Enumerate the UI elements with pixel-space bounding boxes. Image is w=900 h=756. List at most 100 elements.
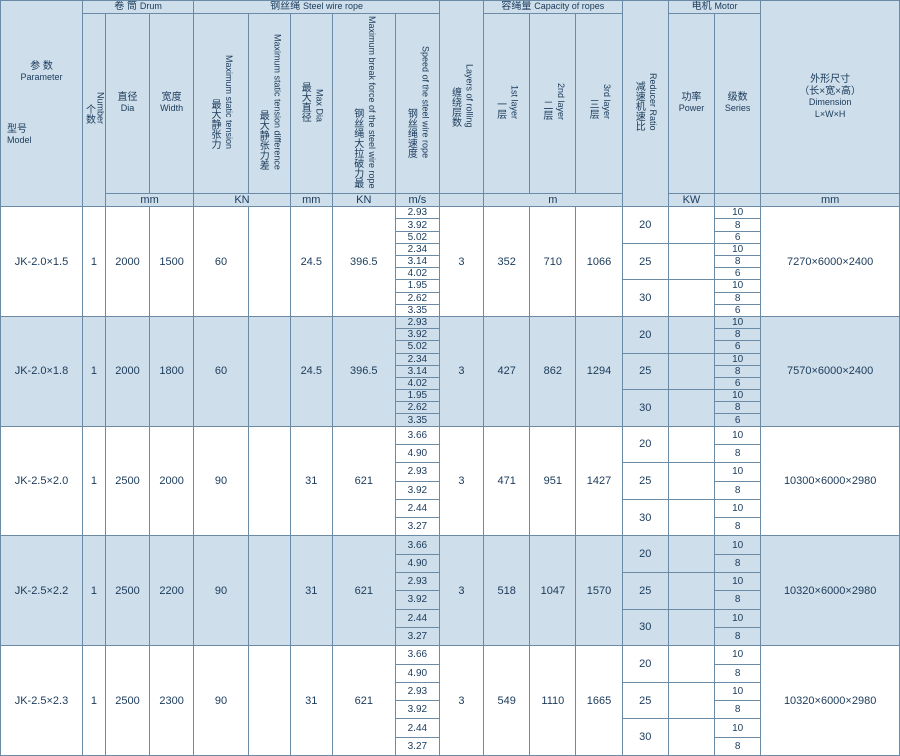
cell-ratio: 30 <box>622 719 668 756</box>
cell-ratio: 25 <box>622 353 668 390</box>
hdr-dia: 直径Dia <box>106 13 150 194</box>
cell-series: 8 <box>715 329 761 341</box>
cell-ratio: 25 <box>622 463 668 500</box>
cell-model: JK-2.5×2.0 <box>1 426 83 536</box>
cell-speed: 3.27 <box>395 737 439 755</box>
cell-dim: 7270×6000×2400 <box>761 207 900 317</box>
table-row: JK-2.0×1.51200015006024.5396.52.93335271… <box>1 207 900 219</box>
cell-max-break: 621 <box>332 536 395 646</box>
cell-drum-wid: 2000 <box>150 426 194 536</box>
cell-speed: 4.02 <box>395 377 439 389</box>
cell-series: 10 <box>715 390 761 402</box>
cell-speed: 2.93 <box>395 316 439 328</box>
cell-ratio: 20 <box>622 536 668 573</box>
cell-speed: 4.90 <box>395 664 439 682</box>
cell-series: 10 <box>715 573 761 591</box>
cell-max-static: 60 <box>194 207 249 317</box>
cell-speed: 4.02 <box>395 268 439 280</box>
cell-max-dia: 31 <box>290 646 332 756</box>
cell-model: JK-2.0×1.5 <box>1 207 83 317</box>
unit-mm3: mm <box>761 194 900 207</box>
hdr-capacity: 容绳量 Capacity of ropes <box>484 1 623 14</box>
unit-blank2 <box>715 194 761 207</box>
cell-max-dia: 31 <box>290 536 332 646</box>
cell-drum-wid: 2200 <box>150 536 194 646</box>
cell-ratio: 20 <box>622 207 668 244</box>
cell-l1: 471 <box>484 426 530 536</box>
cell-power <box>668 353 714 390</box>
cell-series: 10 <box>715 207 761 219</box>
hdr-drum: 卷 筒 Drum <box>82 1 193 14</box>
cell-speed: 3.92 <box>395 481 439 499</box>
cell-series: 8 <box>715 444 761 462</box>
cell-l3: 1665 <box>576 646 622 756</box>
cell-max-diff <box>248 536 290 646</box>
cell-model: JK-2.5×2.3 <box>1 646 83 756</box>
cell-series: 8 <box>715 554 761 572</box>
cell-max-dia: 31 <box>290 426 332 536</box>
cell-series: 8 <box>715 402 761 414</box>
cell-speed: 4.90 <box>395 444 439 462</box>
hdr-param: 参 数Parameter 型号Model <box>1 1 83 207</box>
cell-l2: 951 <box>530 426 576 536</box>
cell-dim: 10300×6000×2980 <box>761 426 900 536</box>
cell-series: 6 <box>715 231 761 243</box>
cell-speed: 5.02 <box>395 341 439 353</box>
cell-l1: 352 <box>484 207 530 317</box>
cell-series: 10 <box>715 316 761 328</box>
cell-l2: 1047 <box>530 536 576 646</box>
cell-series: 8 <box>715 518 761 536</box>
cell-drum-wid: 2300 <box>150 646 194 756</box>
cell-max-diff <box>248 316 290 426</box>
cell-series: 10 <box>715 243 761 255</box>
hdr-rope: 钢丝绳 Steel wire rope <box>194 1 440 14</box>
cell-ratio: 30 <box>622 609 668 646</box>
cell-num: 1 <box>82 207 105 317</box>
unit-mm: mm <box>106 194 194 207</box>
cell-speed: 2.44 <box>395 719 439 737</box>
cell-speed: 3.27 <box>395 518 439 536</box>
hdr-reducer: 减速机速比 Reducer Ratio <box>622 1 668 207</box>
cell-drum-wid: 1800 <box>150 316 194 426</box>
cell-max-break: 621 <box>332 646 395 756</box>
cell-speed: 3.27 <box>395 627 439 645</box>
hdr-speed: 钢丝绳速度 Speed of the steel wire rope <box>395 13 439 194</box>
cell-speed: 2.93 <box>395 573 439 591</box>
cell-series: 8 <box>715 664 761 682</box>
hdr-maxdia: 最大直径 Max Dia <box>290 13 332 194</box>
cell-speed: 2.93 <box>395 682 439 700</box>
cell-ratio: 20 <box>622 316 668 353</box>
unit-kn2: KN <box>332 194 395 207</box>
cell-speed: 3.35 <box>395 304 439 316</box>
cell-speed: 2.44 <box>395 609 439 627</box>
cell-drum-dia: 2000 <box>106 207 150 317</box>
cell-series: 8 <box>715 365 761 377</box>
cell-ratio: 20 <box>622 426 668 463</box>
cell-speed: 2.93 <box>395 207 439 219</box>
table-row: JK-2.5×2.212500220090316213.663518104715… <box>1 536 900 554</box>
cell-speed: 3.66 <box>395 536 439 554</box>
cell-series: 8 <box>715 701 761 719</box>
cell-num: 1 <box>82 426 105 536</box>
cell-l3: 1570 <box>576 536 622 646</box>
cell-speed: 1.95 <box>395 280 439 292</box>
hdr-maxdiff: 最大静张力差 Maximum static tension difference <box>248 13 290 194</box>
cell-power <box>668 536 714 573</box>
hdr-wid: 宽度Width <box>150 13 194 194</box>
cell-ratio: 25 <box>622 243 668 280</box>
cell-layers: 3 <box>439 536 483 646</box>
cell-num: 1 <box>82 646 105 756</box>
cell-max-break: 396.5 <box>332 316 395 426</box>
cell-speed: 2.34 <box>395 243 439 255</box>
cell-speed: 2.93 <box>395 463 439 481</box>
cell-max-static: 60 <box>194 316 249 426</box>
cell-speed: 3.92 <box>395 329 439 341</box>
cell-series: 10 <box>715 499 761 517</box>
cell-dim: 10320×6000×2980 <box>761 536 900 646</box>
cell-series: 10 <box>715 609 761 627</box>
cell-num: 1 <box>82 316 105 426</box>
cell-speed: 2.44 <box>395 499 439 517</box>
cell-power <box>668 609 714 646</box>
cell-power <box>668 682 714 719</box>
cell-power <box>668 719 714 756</box>
